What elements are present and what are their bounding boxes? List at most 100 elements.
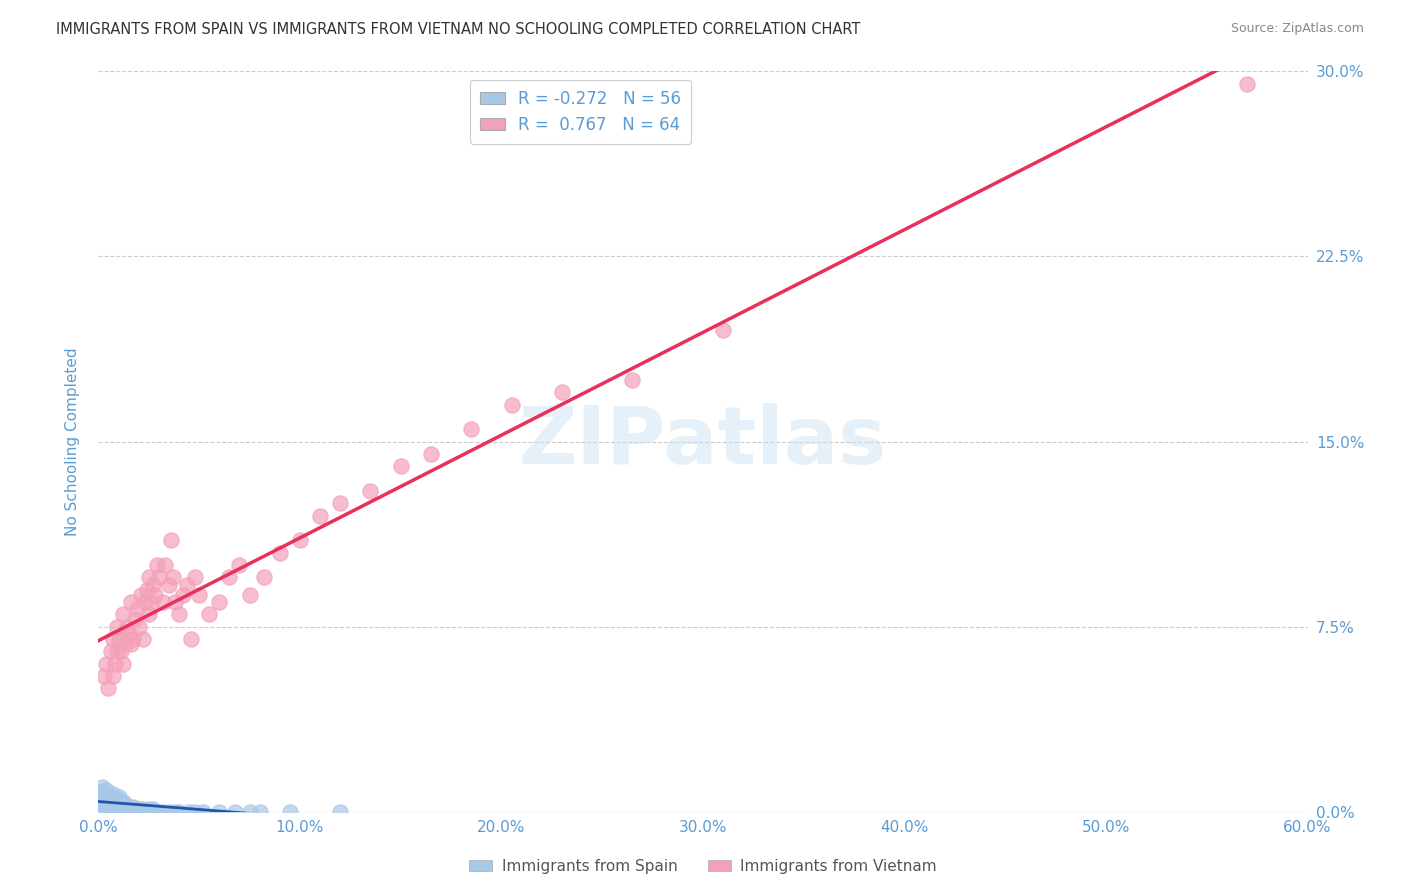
Point [120, 637, 142, 651]
Point [111, 607, 134, 622]
Point [111, 799, 134, 814]
Point [269, 546, 291, 560]
Point [153, 558, 176, 572]
Point [167, 805, 190, 819]
Point [143, 588, 166, 602]
Point [97, 799, 120, 814]
Point [160, 533, 183, 548]
Point [551, 385, 574, 400]
Point [208, 805, 231, 819]
Point [134, 595, 156, 609]
Point [101, 795, 124, 809]
Point [138, 570, 160, 584]
Point [309, 508, 332, 523]
Point [129, 588, 152, 602]
Point [97, 681, 120, 696]
Legend: R = -0.272   N = 56, R =  0.767   N = 64: R = -0.272 N = 56, R = 0.767 N = 64 [470, 79, 690, 144]
Point [218, 570, 240, 584]
Point [121, 632, 143, 646]
Point [180, 632, 202, 646]
Legend: Immigrants from Spain, Immigrants from Vietnam: Immigrants from Spain, Immigrants from V… [464, 853, 942, 880]
Point [121, 799, 143, 814]
Point [89, 785, 111, 799]
Point [107, 632, 129, 646]
Point [114, 637, 136, 651]
Point [93, 799, 115, 814]
Point [91, 792, 114, 806]
Point [93, 669, 115, 683]
Point [124, 802, 146, 816]
Point [157, 577, 180, 591]
Point [110, 799, 132, 814]
Point [107, 802, 129, 816]
Point [120, 595, 142, 609]
Point [89, 792, 111, 806]
Point [125, 802, 148, 816]
Point [239, 805, 262, 819]
Text: ZIPatlas: ZIPatlas [519, 402, 887, 481]
Point [132, 802, 155, 816]
Point [167, 607, 190, 622]
Point [107, 797, 129, 812]
Point [101, 669, 124, 683]
Point [152, 595, 174, 609]
Point [208, 595, 231, 609]
Point [139, 595, 162, 609]
Point [107, 789, 129, 804]
Point [460, 422, 482, 436]
Point [142, 577, 165, 591]
Point [115, 799, 138, 814]
Point [132, 632, 155, 646]
Point [163, 595, 186, 609]
Text: Source: ZipAtlas.com: Source: ZipAtlas.com [1230, 22, 1364, 36]
Point [93, 792, 115, 806]
Point [118, 799, 141, 814]
Point [91, 780, 114, 794]
Point [105, 799, 128, 814]
Point [278, 805, 301, 819]
Point [360, 483, 382, 498]
Point [91, 797, 114, 812]
Point [152, 805, 174, 819]
Point [96, 657, 118, 671]
Point [138, 607, 160, 622]
Point [100, 644, 122, 658]
Point [420, 447, 443, 461]
Point [198, 607, 221, 622]
Point [101, 788, 124, 802]
Point [115, 619, 138, 633]
Point [103, 792, 125, 806]
Point [288, 533, 311, 548]
Point [96, 797, 118, 812]
Point [142, 802, 165, 816]
Y-axis label: No Schooling Completed: No Schooling Completed [65, 347, 80, 536]
Point [162, 570, 184, 584]
Point [329, 805, 352, 819]
Point [97, 795, 120, 809]
Point [711, 324, 734, 338]
Point [103, 657, 125, 671]
Point [389, 459, 412, 474]
Point [101, 799, 124, 814]
Point [184, 805, 207, 819]
Point [96, 782, 118, 797]
Point [179, 805, 201, 819]
Point [93, 785, 115, 799]
Point [329, 496, 352, 510]
Point [138, 802, 160, 816]
Point [105, 619, 128, 633]
Point [163, 805, 186, 819]
Point [120, 802, 142, 816]
Point [146, 558, 169, 572]
Point [188, 588, 211, 602]
Point [114, 802, 136, 816]
Point [239, 588, 262, 602]
Point [103, 797, 125, 812]
Point [193, 805, 215, 819]
Point [101, 632, 124, 646]
Point [176, 577, 198, 591]
Point [114, 797, 136, 812]
Point [172, 588, 194, 602]
Point [135, 582, 157, 597]
Point [621, 373, 644, 387]
